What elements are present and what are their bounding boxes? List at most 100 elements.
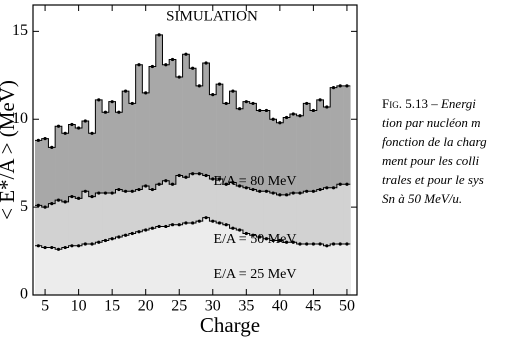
- data-point: [211, 93, 215, 97]
- bar: [330, 187, 338, 295]
- data-point: [338, 84, 342, 88]
- bar: [169, 224, 177, 295]
- chart-title: SIMULATION: [166, 8, 258, 24]
- data-point: [63, 131, 67, 135]
- data-point: [231, 226, 235, 230]
- bar: [135, 231, 143, 295]
- bar: [55, 200, 63, 295]
- data-point: [144, 184, 148, 188]
- bar: [283, 242, 291, 295]
- data-point: [144, 91, 148, 95]
- data-point: [211, 219, 215, 223]
- bar: [229, 228, 237, 295]
- bar: [330, 244, 338, 295]
- data-point: [325, 186, 329, 190]
- data-point: [204, 216, 208, 220]
- legend-label: E/A = 80 MeV: [214, 174, 297, 189]
- bar: [303, 244, 311, 295]
- data-point: [157, 224, 161, 229]
- data-point: [238, 107, 242, 111]
- data-point: [36, 244, 40, 248]
- data-point: [197, 172, 201, 176]
- y-axis-label: < E*/A > (MeV): [0, 80, 19, 220]
- caption-line: ment pour les colli: [382, 153, 480, 168]
- data-point: [264, 237, 269, 241]
- data-point: [244, 231, 248, 236]
- data-point: [170, 57, 175, 62]
- caption-line: Fig. 5.13 – Energi: [382, 96, 476, 111]
- data-point: [197, 84, 201, 88]
- data-point: [184, 175, 188, 179]
- data-point: [164, 224, 168, 229]
- data-point: [90, 194, 94, 199]
- bar: [102, 240, 110, 295]
- data-point: [70, 194, 74, 199]
- bar: [263, 238, 271, 295]
- data-point: [238, 228, 242, 232]
- data-point: [191, 221, 195, 225]
- data-point: [284, 240, 289, 244]
- data-point: [36, 138, 40, 142]
- data-point: [90, 242, 94, 246]
- data-point: [271, 117, 275, 121]
- data-point: [311, 108, 315, 113]
- data-point: [56, 247, 61, 251]
- bar: [155, 226, 163, 295]
- data-point: [83, 189, 87, 193]
- data-point: [264, 108, 269, 113]
- data-point: [36, 203, 40, 207]
- bar: [289, 242, 297, 295]
- bar: [75, 245, 83, 295]
- bar: [95, 242, 103, 295]
- data-point: [137, 230, 141, 234]
- data-point: [217, 221, 222, 225]
- bar: [276, 240, 284, 295]
- data-point: [311, 242, 315, 246]
- data-point: [197, 219, 201, 223]
- bar: [316, 244, 324, 295]
- caption-line: tion par nucléon m: [382, 115, 481, 130]
- legend-label: E/A = 50 MeV: [214, 232, 297, 247]
- plot: [35, 33, 351, 296]
- bar: [48, 247, 56, 295]
- data-point: [298, 114, 302, 118]
- data-point: [97, 98, 101, 102]
- x-tick-label: 40: [272, 298, 288, 315]
- bar: [122, 235, 130, 295]
- data-point: [157, 33, 161, 37]
- bar: [115, 237, 123, 295]
- data-point: [305, 189, 309, 193]
- x-tick-label: 30: [205, 298, 221, 315]
- data-point: [130, 189, 134, 193]
- bar: [182, 54, 190, 295]
- data-point: [150, 64, 155, 69]
- data-point: [291, 112, 295, 116]
- data-point: [258, 189, 262, 193]
- data-point: [110, 191, 114, 195]
- data-point: [150, 187, 155, 192]
- bar: [108, 238, 116, 295]
- data-point: [331, 186, 336, 190]
- bar: [310, 244, 318, 295]
- bar: [155, 34, 163, 296]
- bar: [196, 221, 204, 295]
- data-point: [258, 108, 262, 113]
- legend-label: E/A = 25 MeV: [214, 267, 297, 282]
- data-point: [130, 231, 134, 236]
- data-point: [345, 84, 349, 88]
- data-point: [170, 223, 175, 227]
- data-point: [345, 242, 349, 246]
- data-point: [77, 126, 81, 130]
- bar: [323, 245, 331, 295]
- bar: [149, 66, 157, 295]
- bar: [68, 245, 76, 295]
- data-point: [331, 86, 336, 90]
- data-point: [231, 180, 235, 185]
- data-point: [331, 242, 336, 246]
- data-point: [110, 237, 114, 241]
- data-point: [251, 233, 255, 237]
- x-tick-label: 10: [71, 298, 87, 315]
- bar: [296, 244, 304, 295]
- bar: [202, 217, 210, 295]
- data-point: [345, 182, 349, 186]
